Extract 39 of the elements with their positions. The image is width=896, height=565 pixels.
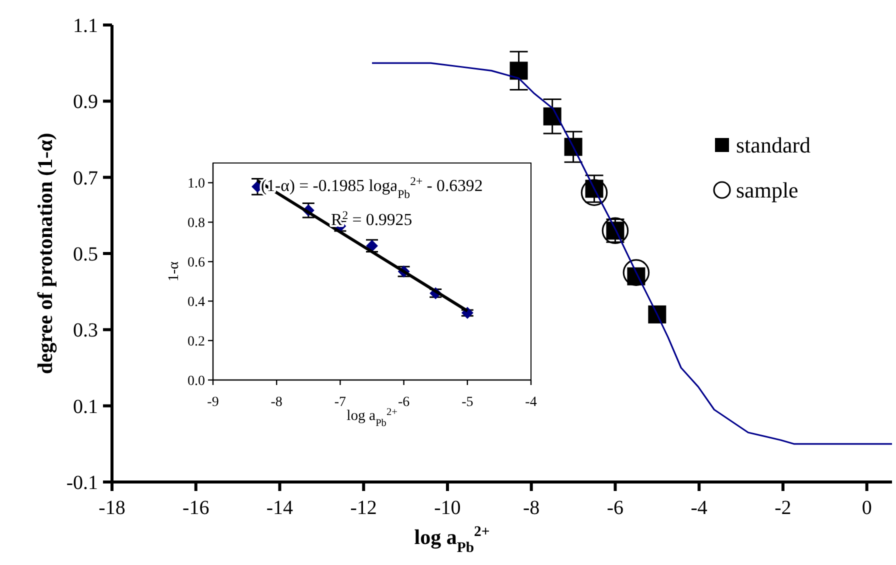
x-tick-label: -4 <box>690 497 708 519</box>
y-tick-label: 0.0 <box>188 374 205 389</box>
legend-label: sample <box>736 178 798 203</box>
x-tick-label: -8 <box>523 497 540 519</box>
x-tick-label: -14 <box>266 497 294 519</box>
point <box>580 179 608 206</box>
point <box>510 62 528 80</box>
x-tick-label: -7 <box>334 395 346 410</box>
x-tick-label: -10 <box>434 497 461 519</box>
x-tick-label: -6 <box>606 497 624 519</box>
point <box>543 107 562 126</box>
x-tick-label: -8 <box>270 395 282 410</box>
y-tick-label: 0.6 <box>188 256 205 271</box>
y-tick-label: 0.3 <box>73 320 98 342</box>
x-tick-label: -9 <box>207 395 219 410</box>
y-tick-label: 1.0 <box>188 176 205 192</box>
y-tick-label: 0.2 <box>188 334 205 350</box>
x-tick-label: -2 <box>774 497 792 519</box>
x-tick-label: -6 <box>398 395 410 410</box>
legend-label: standard <box>736 132 811 158</box>
point <box>564 138 582 156</box>
y-tick-label: -0.1 <box>66 472 98 494</box>
x-tick-label: -18 <box>98 497 126 519</box>
y-tick-label: 0.1 <box>73 396 98 418</box>
y-tick-label: 0.7 <box>73 167 98 190</box>
y-axis-title: 1-α <box>166 261 182 282</box>
x-tick-label: -5 <box>462 395 474 410</box>
y-tick-label: 0.4 <box>188 294 205 310</box>
y-tick-label: 1.1 <box>73 15 98 37</box>
x-tick-label: 0 <box>862 497 872 519</box>
y-tick-label: 0.9 <box>73 91 98 114</box>
y-tick-label: 0.8 <box>188 216 205 232</box>
y-tick-label: 0.5 <box>73 244 98 266</box>
y-axis-title: degree of protonation (1-α) <box>33 132 57 374</box>
x-tick-label: -12 <box>350 497 377 519</box>
point <box>622 259 650 286</box>
point <box>648 305 666 324</box>
x-tick-label: -16 <box>182 497 210 519</box>
x-tick-label: -4 <box>525 395 537 410</box>
